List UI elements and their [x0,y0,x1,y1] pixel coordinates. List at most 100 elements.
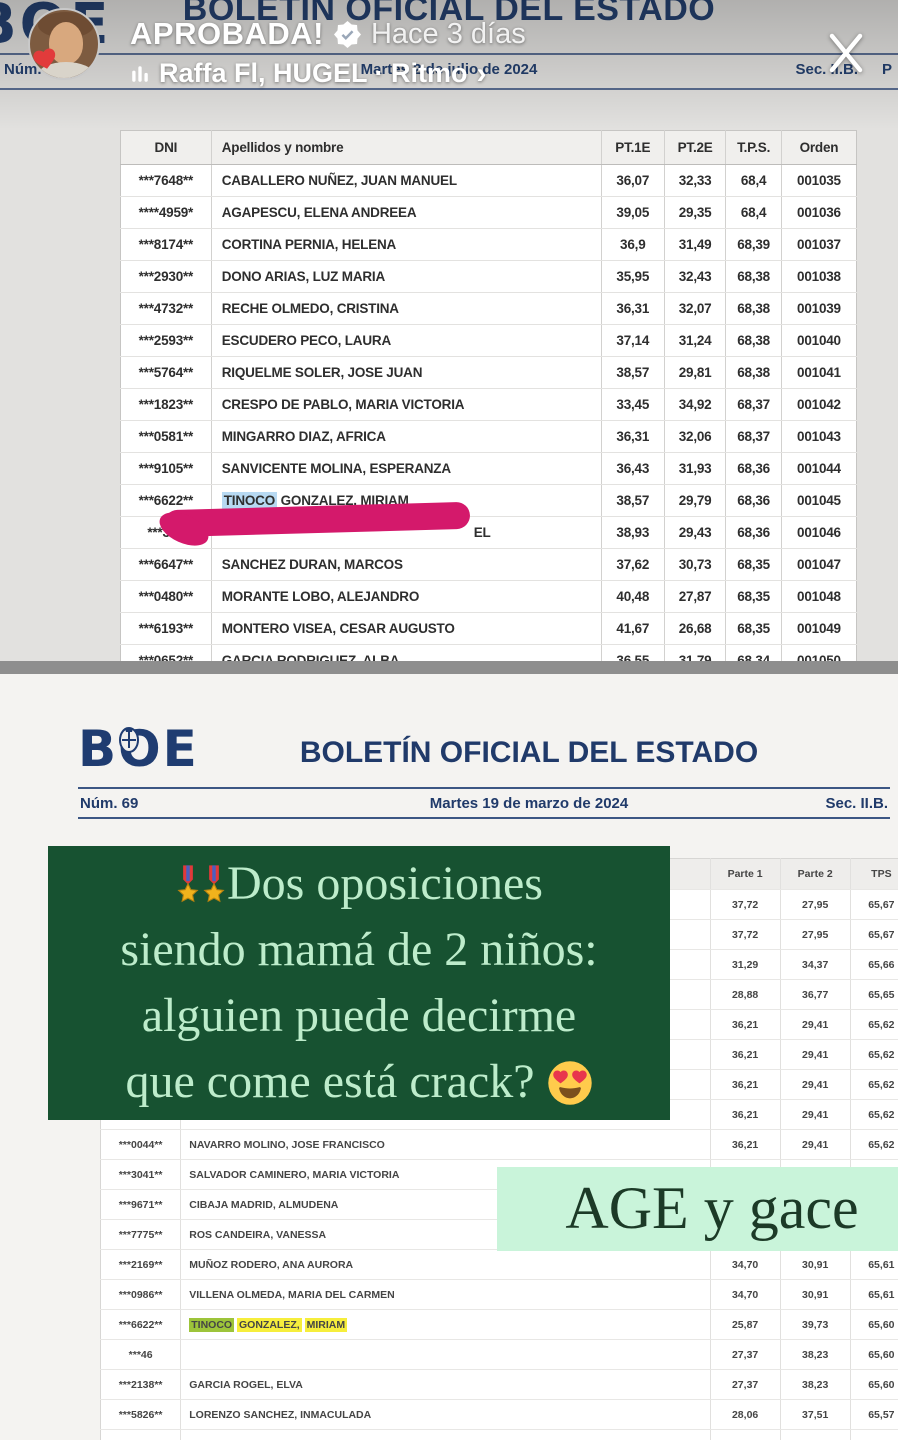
dni-cell: ***7648** [120,164,212,197]
name-cell: SANVICENTE MOLINA, ESPERANZA [211,452,602,485]
doc2-title: BOLETÍN OFICIAL DEL ESTADO [299,736,759,769]
dni-cell: ***2593** [120,324,212,357]
chevron-right-icon[interactable]: › [476,56,487,90]
avatar[interactable] [28,8,100,80]
divider [78,787,890,789]
score-cell: 34,70 [710,1279,781,1310]
doc2-date: Martes 19 de marzo de 2024 [429,795,629,812]
score-cell: 34,37 [780,949,851,980]
name-cell: ESCUDERO PECO, LAURA [211,324,602,357]
table-row: ***1823** CRESPO DE PABLO, MARIA VICTORIA… [120,388,857,421]
score-cell: 36,21 [710,1009,781,1040]
divider [0,88,898,90]
score-cell: 68,35 [725,612,782,645]
score-cell: 36,77 [780,979,851,1010]
table-row: ***6622** TINOCO GONZALEZ, MIRIAM 25,87 39,… [100,1309,898,1340]
score-cell: 68,37 [725,388,782,421]
score-cell: 38,23 [780,1369,851,1400]
highlighted-name-part: TINOCO [221,492,278,509]
name-cell: VEGA BAEZA, INES MARIA [180,1429,711,1440]
score-cell: 37,62 [601,548,665,581]
score-cell: 36,21 [710,1129,781,1160]
score-cell: 37,72 [710,889,781,920]
divider [78,817,890,819]
name-cell: GARCIA ROGEL, ELVA [180,1369,711,1400]
dni-cell: ***5826** [100,1399,182,1430]
highlighted-name-part: MIRIAM [304,1317,348,1332]
score-cell: 35,95 [601,260,665,293]
name-cell: SANCHEZ DURAN, MARCOS [211,548,602,581]
score-cell: 27,87 [664,580,727,613]
orden-cell: 001047 [781,548,857,581]
score-cell: 29,41 [780,1099,851,1130]
story-caption-overlay: Dos oposiciones siendo mamá de 2 niños: … [48,846,670,1120]
story-user-row[interactable]: APROBADA! Hace 3 días [130,16,526,52]
score-cell: 65,61 [850,1279,898,1310]
orden-cell: 001045 [781,484,857,517]
score-cell: 36,21 [710,1039,781,1070]
dni-cell: ***2930** [120,260,212,293]
score-cell: 38,23 [780,1339,851,1370]
story-music-row[interactable]: Raffa Fl, HUGEL · Ritmo › [130,58,487,89]
dni-cell: ***0986** [100,1279,182,1310]
dni-cell: ***6193** [120,612,212,645]
caption-line: que come está crack? [48,1049,670,1115]
dni-cell: ***9671** [100,1189,182,1220]
column-header: T.P.S. [725,130,782,165]
username[interactable]: APROBADA! [130,16,324,51]
score-cell: 30,91 [780,1249,851,1280]
table-row: ***4087**VEGA BAEZA, INES MARIA33,1932,3… [100,1429,898,1440]
caption-text: que come está crack? [125,1055,535,1108]
score-cell: 68,35 [725,580,782,613]
score-cell: 27,37 [710,1369,781,1400]
score-cell: 29,81 [664,356,727,389]
dni-cell: ****4959* [120,196,212,229]
score-cell: 65,61 [850,1249,898,1280]
dni-cell: ***4087** [100,1429,182,1440]
score-cell: 65,55 [850,1429,898,1440]
verified-badge-icon [333,20,361,48]
score-cell: 32,43 [664,260,727,293]
score-cell: 37,72 [710,919,781,950]
dni-cell: ***8174** [120,228,212,261]
close-icon[interactable] [818,24,872,78]
score-cell: 31,29 [710,949,781,980]
dni-cell: ***6647** [120,548,212,581]
score-cell: 27,95 [780,919,851,950]
score-cell: 40,48 [601,580,665,613]
score-cell: 31,24 [664,324,727,357]
score-cell: 34,92 [664,388,727,421]
name-cell [180,1339,711,1370]
name-cell: MORANTE LOBO, ALEJANDRO [211,580,602,613]
score-cell: 68,38 [725,356,782,389]
score-cell: 33,45 [601,388,665,421]
caption-line: siendo mamá de 2 niños: [120,923,598,976]
highlighted-name-part: GONZALEZ, [237,1317,302,1332]
dni-cell: ***9105** [120,452,212,485]
score-cell: 65,65 [850,979,898,1010]
doc1-section: Sec. II.B. [795,61,858,78]
highlighted-name-part: TINOCO [189,1317,235,1332]
score-cell: 65,67 [850,919,898,950]
score-cell: 68,38 [725,324,782,357]
score-cell: 68,35 [725,548,782,581]
dni-cell: ***4732** [120,292,212,325]
score-cell: 28,06 [710,1399,781,1430]
score-cell: 36,31 [601,420,665,453]
dni-cell: ***1823** [120,388,212,421]
doc1-page-letter: P [881,61,892,78]
table-row: ***4732** RECHE OLMEDO, CRISTINA 36,31 32,0… [120,292,857,325]
score-cell: 68,4 [725,164,782,197]
score-cell: 65,62 [850,1009,898,1040]
music-title[interactable]: Raffa Fl, HUGEL · Ritmo [159,58,468,88]
score-cell: 29,41 [780,1129,851,1160]
dni-cell: ***7775** [100,1219,182,1250]
divider [0,53,898,55]
doc1-title: BOLETÍN OFICIAL DEL ESTADO [182,0,716,28]
column-header: Parte 1 [710,858,781,890]
heart-eyes-emoji [547,1061,592,1105]
orden-cell: 001039 [781,292,857,325]
column-header: PT.1E [601,130,665,165]
score-cell: 68,36 [725,516,782,549]
music-equalizer-icon [132,65,148,82]
